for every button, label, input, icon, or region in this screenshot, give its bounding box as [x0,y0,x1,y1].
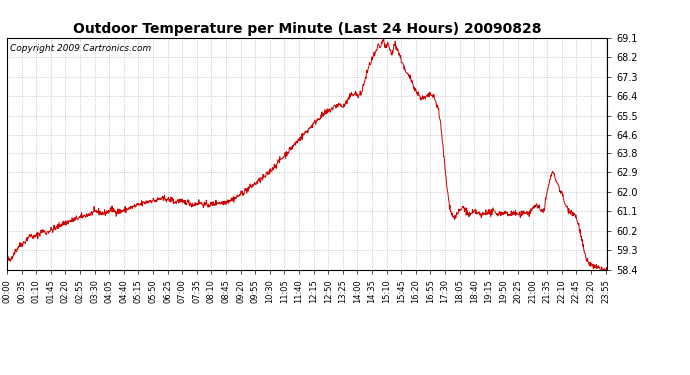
Text: Copyright 2009 Cartronics.com: Copyright 2009 Cartronics.com [10,45,151,54]
Title: Outdoor Temperature per Minute (Last 24 Hours) 20090828: Outdoor Temperature per Minute (Last 24 … [73,22,541,36]
